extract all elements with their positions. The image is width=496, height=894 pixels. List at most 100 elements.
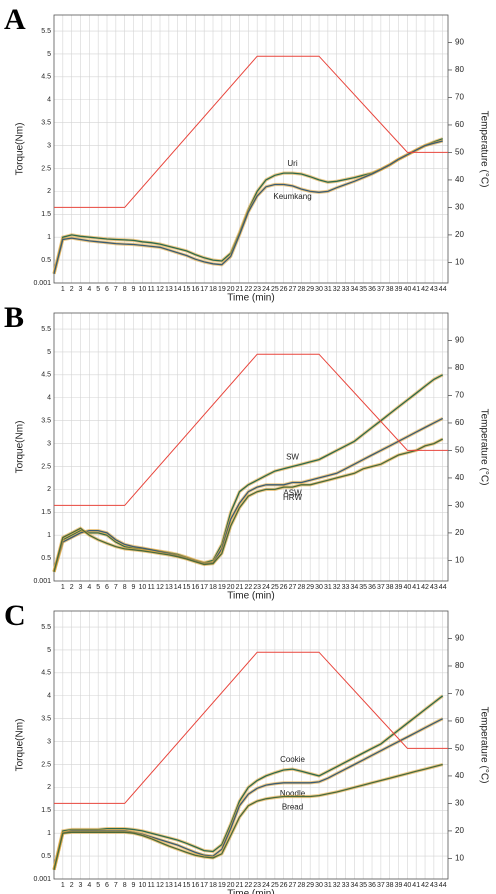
x-tick-label: 24 (262, 882, 270, 889)
x-tick-label: 44 (439, 584, 447, 591)
x-tick-label: 8 (123, 584, 127, 591)
x-tick-label: 14 (174, 286, 182, 293)
x-tick-label: 18 (209, 584, 217, 591)
y2-tick-label: 30 (455, 203, 464, 212)
y-tick-label: 5 (47, 349, 51, 356)
y-tick-label: 5.5 (41, 28, 51, 35)
temperature-line (54, 651, 448, 804)
x-tick-label: 9 (132, 584, 136, 591)
x-tick-label: 27 (289, 882, 297, 889)
y-tick-label: 4.5 (41, 372, 51, 379)
y2-tick-label: 80 (455, 661, 464, 670)
y2-tick-label: 70 (455, 93, 464, 102)
y-axis-title: Torque(Nm) (15, 123, 26, 176)
x-tick-label: 18 (209, 882, 217, 889)
y2-axis-title: Temperature (°C) (478, 409, 489, 486)
x-tick-label: 7 (114, 286, 118, 293)
x-tick-label: 19 (218, 584, 226, 591)
x-tick-label: 3 (79, 882, 83, 889)
torque-line (53, 417, 443, 572)
x-tick-label: 2 (70, 882, 74, 889)
x-tick-label: 40 (403, 584, 411, 591)
x-tick-label: 2 (70, 286, 74, 293)
x-tick-label: 27 (289, 286, 297, 293)
y2-tick-label: 90 (455, 38, 464, 47)
x-tick-label: 1 (61, 882, 65, 889)
x-tick-label: 5 (96, 882, 100, 889)
x-tick-label: 36 (368, 286, 376, 293)
x-tick-label: 29 (306, 286, 314, 293)
series-label: Bread (282, 803, 303, 812)
x-tick-label: 41 (412, 584, 420, 591)
y-tick-label: 4.5 (41, 74, 51, 81)
x-axis-title: Time (min) (227, 591, 274, 602)
y-tick-label: 2 (47, 188, 51, 195)
x-tick-label: 29 (306, 882, 314, 889)
plot-frame (53, 312, 449, 582)
y2-tick-label: 80 (455, 363, 464, 372)
x-tick-label: 39 (395, 286, 403, 293)
y-tick-label: 1 (47, 830, 51, 837)
x-tick-label: 6 (105, 286, 109, 293)
y2-tick-label: 60 (455, 716, 464, 725)
y-tick-label: 0.5 (41, 555, 51, 562)
x-tick-label: 24 (262, 286, 270, 293)
x-tick-label: 32 (333, 286, 341, 293)
x-tick-label: 10 (138, 882, 146, 889)
y-tick-label: 5 (47, 51, 51, 58)
x-tick-label: 5 (96, 286, 100, 293)
x-tick-label: 17 (200, 882, 208, 889)
x-tick-label: 15 (183, 584, 191, 591)
x-tick-label: 16 (191, 584, 199, 591)
panel: 1 2 3 4 5 6 7 8 9 10 11 12 13 14 15 16 17 18 19 20 21 22 23 24 2… (4, 3, 489, 304)
x-tick-label: 30 (315, 286, 323, 293)
y-tick-label: 1 (47, 234, 51, 241)
x-tick-label: 25 (271, 882, 279, 889)
x-tick-label: 12 (156, 882, 164, 889)
x-tick-label: 43 (430, 584, 438, 591)
x-tick-label: 3 (79, 584, 83, 591)
x-tick-label: 15 (183, 882, 191, 889)
x-tick-label: 16 (191, 882, 199, 889)
y-tick-label: 0.001 (33, 876, 51, 883)
y-tick-label: 3.5 (41, 716, 51, 723)
y2-axis-title: Temperature (°C) (478, 707, 489, 784)
plot-frame (53, 14, 449, 284)
x-tick-label: 31 (324, 882, 332, 889)
x-tick-label: 25 (271, 584, 279, 591)
y-tick-label: 3.5 (41, 120, 51, 127)
series-label: Uri (287, 159, 297, 168)
x-tick-label: 25 (271, 286, 279, 293)
x-tick-label: 41 (412, 882, 420, 889)
y2-tick-label: 50 (455, 744, 464, 753)
series-label: Noodle (280, 789, 306, 798)
y2-tick-label: 10 (455, 853, 464, 862)
x-tick-label: 17 (200, 584, 208, 591)
x-tick-label: 44 (439, 286, 447, 293)
panel-letter: B (4, 301, 24, 334)
series-label: Keumkang (273, 192, 311, 201)
y2-axis-title: Temperature (°C) (478, 111, 489, 188)
y2-tick-label: 40 (455, 771, 464, 780)
x-tick-label: 38 (386, 882, 394, 889)
y2-tick-label: 20 (455, 528, 464, 537)
x-tick-label: 15 (183, 286, 191, 293)
x-tick-label: 24 (262, 584, 270, 591)
x-tick-label: 42 (421, 286, 429, 293)
x-tick-label: 13 (165, 882, 173, 889)
x-tick-label: 14 (174, 882, 182, 889)
y2-tick-label: 50 (455, 148, 464, 157)
x-axis-title: Time (min) (227, 889, 274, 894)
x-tick-label: 16 (191, 286, 199, 293)
x-tick-label: 9 (132, 286, 136, 293)
x-tick-label: 8 (123, 882, 127, 889)
x-tick-label: 41 (412, 286, 420, 293)
series-label: SW (286, 453, 299, 462)
torque-line (53, 695, 444, 870)
y-tick-label: 4.5 (41, 670, 51, 677)
y2-tick-label: 50 (455, 446, 464, 455)
y-tick-label: 3 (47, 440, 51, 447)
x-tick-label: 43 (430, 882, 438, 889)
y-tick-label: 4 (47, 693, 51, 700)
x-tick-label: 23 (253, 286, 261, 293)
